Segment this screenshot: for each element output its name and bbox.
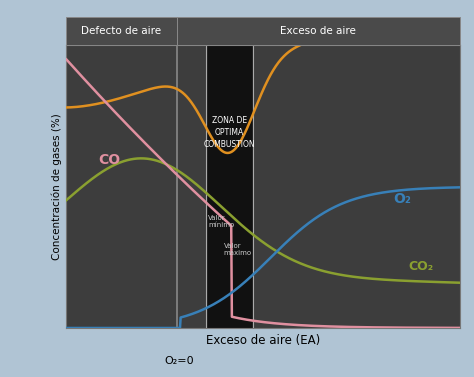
Y-axis label: Concentración de gases (%): Concentración de gases (%): [52, 113, 62, 260]
Text: Valor
máximo: Valor máximo: [224, 243, 252, 256]
X-axis label: Exceso de aire (EA): Exceso de aire (EA): [206, 334, 320, 346]
Text: O₂=0: O₂=0: [164, 356, 194, 366]
Bar: [176, 17, 460, 45]
Bar: [206, 45, 253, 328]
Text: O₂: O₂: [393, 192, 411, 205]
Text: CO₂: CO₂: [409, 260, 434, 273]
Text: CO: CO: [98, 153, 120, 167]
Text: Defecto de aire: Defecto de aire: [82, 26, 162, 36]
Text: Pérdidas: Pérdidas: [412, 32, 461, 43]
Text: ZONA DE
OPTIMA
COMBUSTION: ZONA DE OPTIMA COMBUSTION: [204, 116, 255, 149]
Text: Valor
mínimo: Valor mínimo: [208, 215, 234, 228]
Text: Exceso de aire: Exceso de aire: [280, 26, 356, 36]
Bar: [66, 17, 176, 45]
